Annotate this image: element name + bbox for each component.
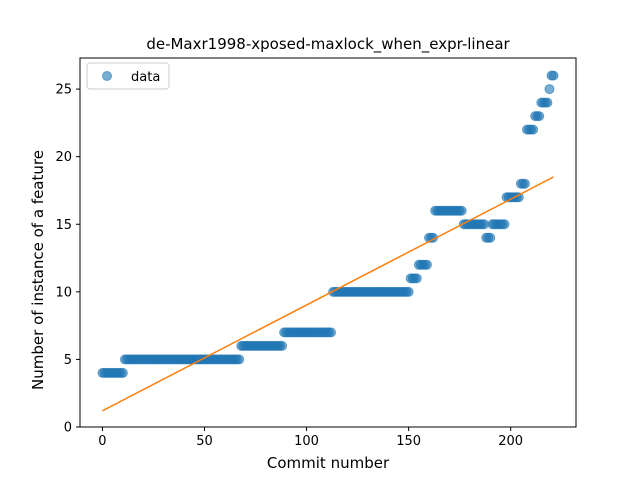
data-point: [528, 124, 539, 135]
data-point: [499, 219, 510, 230]
axes-frame: [79, 57, 577, 428]
chart-title: de-Maxr1998-xposed-maxlock_when_expr-lin…: [146, 35, 510, 54]
legend: data: [86, 62, 170, 90]
data-point: [403, 286, 414, 297]
data-point: [421, 259, 432, 270]
data-point: [234, 354, 245, 365]
data-point: [117, 367, 128, 378]
data-point: [548, 70, 559, 81]
data-point: [479, 219, 490, 230]
data-point: [326, 327, 337, 338]
data-point: [277, 340, 288, 351]
x-tick-label: 100: [294, 434, 319, 449]
data-point: [456, 205, 467, 216]
x-axis-ticks: 0 50 100 150 200: [98, 427, 523, 449]
data-point: [544, 84, 555, 95]
fit-line: [102, 176, 554, 412]
legend-label-data: data: [131, 70, 160, 85]
data-point: [411, 273, 422, 284]
y-tick-label: 25: [55, 83, 72, 98]
y-tick-label: 20: [55, 150, 72, 165]
plot-area: [79, 57, 577, 428]
y-axis-label: Number of instance of a feature: [29, 150, 47, 390]
data-point: [519, 178, 530, 189]
data-point: [542, 97, 553, 108]
y-tick-label: 10: [55, 285, 72, 300]
y-tick-label: 15: [55, 218, 72, 233]
data-point: [485, 232, 496, 243]
x-axis-label: Commit number: [267, 454, 390, 472]
y-tick-label: 5: [64, 353, 72, 368]
x-tick-label: 0: [98, 434, 106, 449]
y-axis-ticks: 0 5 10 15 20 25: [55, 83, 80, 436]
x-tick-label: 200: [498, 434, 523, 449]
data-point: [534, 111, 545, 122]
x-tick-label: 150: [396, 434, 421, 449]
legend-marker-data: [102, 71, 112, 81]
x-tick-label: 50: [196, 434, 213, 449]
legend-box: [86, 62, 170, 90]
y-tick-label: 0: [64, 421, 72, 436]
